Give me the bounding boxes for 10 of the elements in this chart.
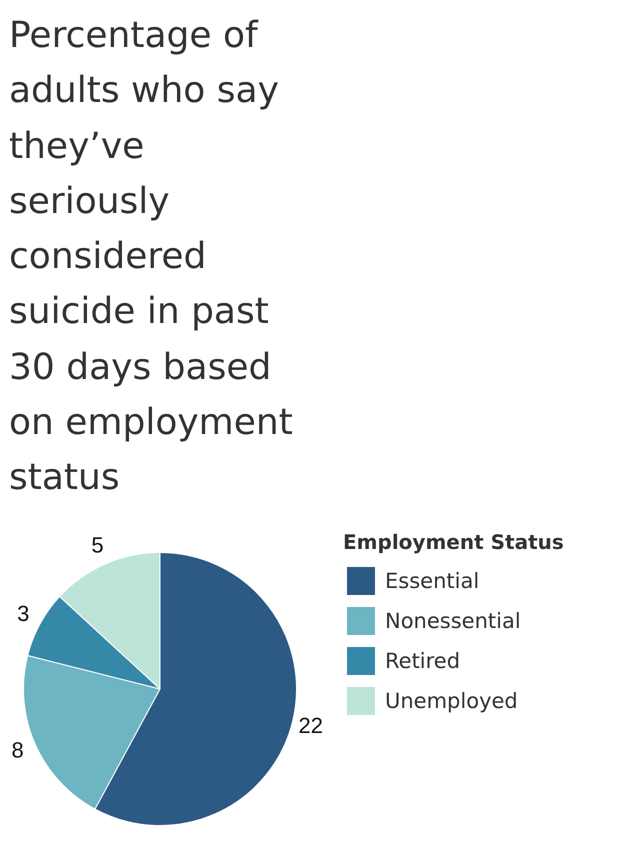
legend-title: Employment Status <box>343 528 564 555</box>
legend-label: Nonessential <box>385 608 521 633</box>
legend-label: Essential <box>385 568 480 593</box>
legend-label: Retired <box>385 648 460 673</box>
data-label: 22 <box>298 712 323 738</box>
data-label: 5 <box>91 532 104 558</box>
data-label: 3 <box>17 600 30 626</box>
data-label: 8 <box>11 737 24 762</box>
chart-title: Percentage of adults who say they’ve seriously considered suicide in past 30 days based on employment status <box>9 15 293 498</box>
legend-label: Unemployed <box>385 688 518 713</box>
